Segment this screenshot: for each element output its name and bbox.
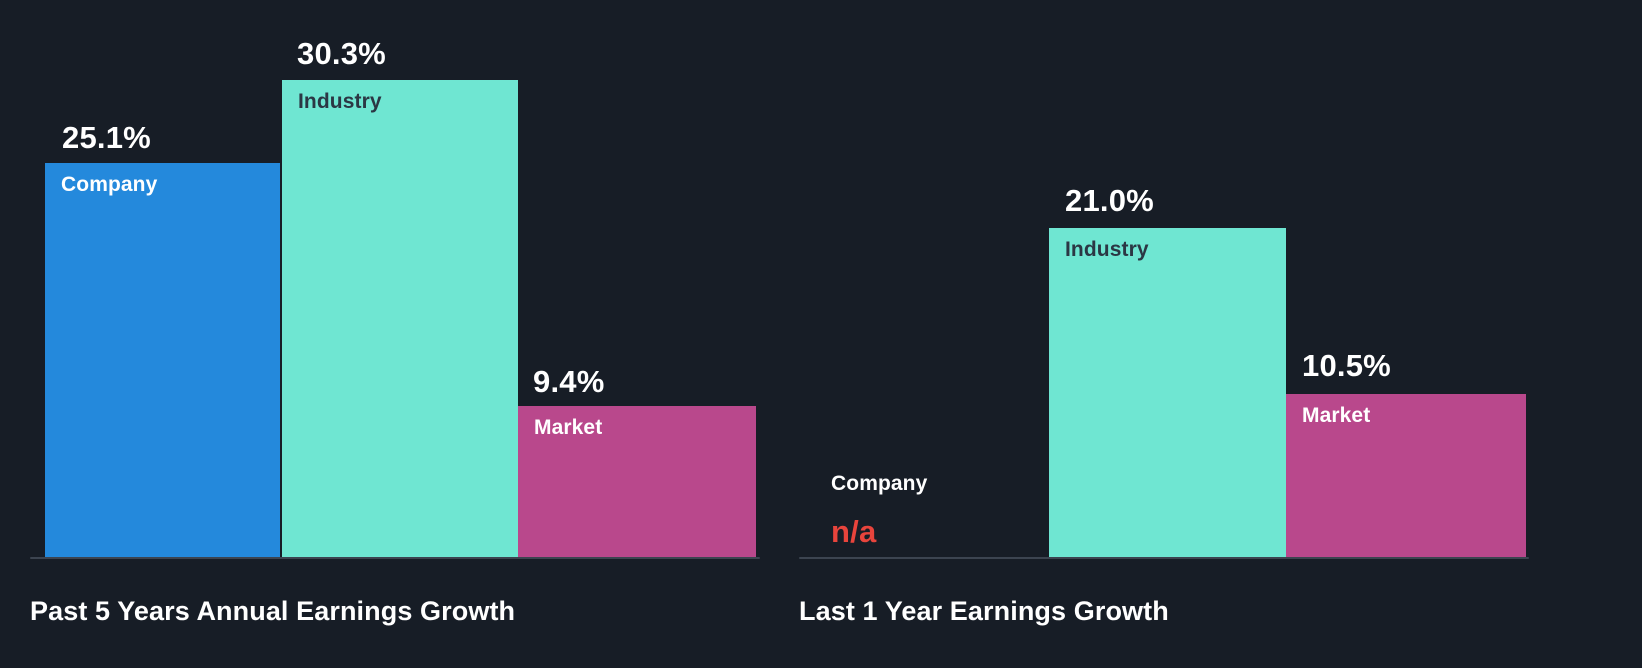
value-label-industry: 21.0% bbox=[1065, 183, 1154, 218]
bar-company-na[interactable]: Company n/a bbox=[831, 473, 927, 547]
plot-area-right: Company n/a 21.0% Industry 10.5% Market bbox=[790, 0, 1642, 668]
value-label-industry: 30.3% bbox=[297, 36, 386, 71]
bar-market[interactable]: Market bbox=[518, 406, 756, 557]
value-label-market: 9.4% bbox=[533, 364, 605, 399]
plot-area-left: 25.1% Company 30.3% Industry 9.4% Market bbox=[0, 0, 790, 668]
bar-series-label-market: Market bbox=[534, 416, 603, 439]
bar-series-label-industry: Industry bbox=[1065, 238, 1149, 261]
bar-series-label-market: Market bbox=[1302, 404, 1371, 427]
value-label-company: n/a bbox=[831, 514, 877, 549]
baseline-axis-left bbox=[30, 557, 760, 559]
value-label-company: 25.1% bbox=[62, 120, 151, 155]
bar-series-label-company: Company bbox=[61, 173, 158, 196]
bar-market[interactable]: Market bbox=[1286, 394, 1526, 557]
chart-panel-past-5-years: 25.1% Company 30.3% Industry 9.4% Market… bbox=[0, 0, 790, 668]
panel-title-past-5-years: Past 5 Years Annual Earnings Growth bbox=[30, 596, 516, 626]
bar-series-label-industry: Industry bbox=[298, 90, 382, 113]
bar-series-label-company: Company bbox=[831, 472, 928, 495]
value-label-market: 10.5% bbox=[1302, 348, 1391, 383]
bar-industry[interactable]: Industry bbox=[282, 80, 518, 557]
chart-panel-last-1-year: Company n/a 21.0% Industry 10.5% Market … bbox=[790, 0, 1642, 668]
bar-company[interactable]: Company bbox=[45, 163, 280, 557]
bar-industry[interactable]: Industry bbox=[1049, 228, 1286, 557]
panel-title-last-1-year: Last 1 Year Earnings Growth bbox=[799, 596, 1169, 626]
baseline-axis-right bbox=[799, 557, 1529, 559]
